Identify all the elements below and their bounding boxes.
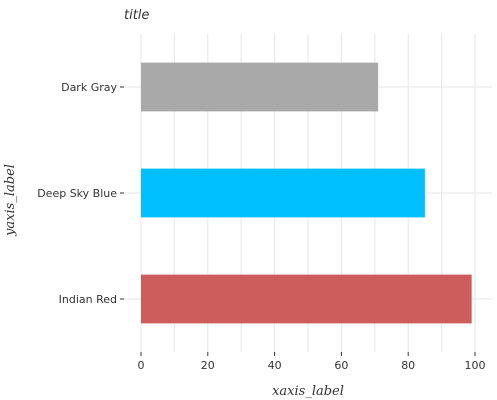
x-axis-ticks: 0 20 40 60 80 100 xyxy=(138,352,486,372)
x-tick-label: 100 xyxy=(465,359,486,372)
x-axis-label: xaxis_label xyxy=(272,384,344,399)
y-tick-label: Dark Gray xyxy=(61,81,117,94)
chart-title: title xyxy=(124,8,149,23)
bars xyxy=(141,62,472,324)
x-tick-label: 80 xyxy=(401,359,415,372)
y-tick-label: Deep Sky Blue xyxy=(37,187,117,200)
bar-deep-sky-blue xyxy=(141,168,425,218)
bar-indian-red xyxy=(141,274,472,324)
x-tick-label: 60 xyxy=(334,359,348,372)
y-tick-label: Indian Red xyxy=(59,293,117,306)
y-axis-label: yaxis_label xyxy=(3,164,18,237)
x-tick-label: 40 xyxy=(268,359,282,372)
x-tick-label: 0 xyxy=(138,359,145,372)
y-axis-ticks: Indian Red Deep Sky Blue Dark Gray xyxy=(37,81,124,306)
bar-dark-gray xyxy=(141,62,379,112)
x-tick-label: 20 xyxy=(201,359,215,372)
